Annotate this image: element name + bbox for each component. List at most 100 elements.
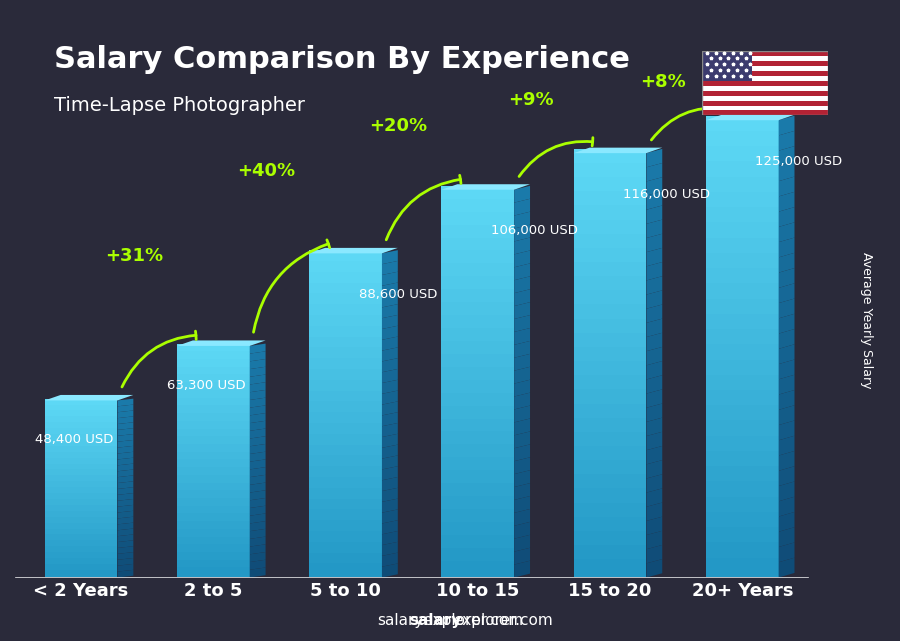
Polygon shape bbox=[249, 397, 266, 408]
Polygon shape bbox=[514, 379, 530, 397]
Bar bbox=[573, 517, 646, 535]
Polygon shape bbox=[646, 503, 662, 521]
Bar bbox=[702, 110, 828, 115]
Bar bbox=[310, 358, 382, 372]
Polygon shape bbox=[514, 431, 530, 448]
Bar bbox=[45, 564, 118, 572]
Text: +40%: +40% bbox=[238, 162, 295, 180]
Bar bbox=[177, 429, 249, 438]
Polygon shape bbox=[382, 520, 398, 535]
Bar bbox=[177, 390, 249, 400]
Bar bbox=[441, 302, 514, 319]
Bar bbox=[573, 404, 646, 422]
Bar bbox=[177, 359, 249, 369]
Text: salary: salary bbox=[410, 613, 462, 628]
Polygon shape bbox=[514, 276, 530, 293]
Bar bbox=[706, 481, 778, 501]
Bar bbox=[702, 76, 828, 81]
Bar bbox=[177, 552, 249, 562]
Bar bbox=[441, 341, 514, 358]
Bar bbox=[573, 361, 646, 379]
Bar bbox=[177, 529, 249, 539]
Bar bbox=[45, 558, 118, 566]
Polygon shape bbox=[249, 413, 266, 423]
Bar bbox=[177, 475, 249, 485]
Bar bbox=[441, 496, 514, 513]
Polygon shape bbox=[514, 496, 530, 513]
Bar bbox=[441, 470, 514, 487]
Polygon shape bbox=[382, 337, 398, 351]
Polygon shape bbox=[382, 390, 398, 404]
Bar bbox=[45, 434, 118, 442]
Bar bbox=[706, 314, 778, 333]
Bar bbox=[441, 238, 514, 254]
Bar bbox=[45, 517, 118, 524]
Polygon shape bbox=[382, 553, 398, 567]
Polygon shape bbox=[778, 420, 795, 440]
Bar bbox=[177, 420, 249, 431]
Polygon shape bbox=[382, 542, 398, 556]
Bar bbox=[706, 497, 778, 517]
Bar bbox=[706, 360, 778, 379]
Bar bbox=[702, 66, 828, 71]
Bar bbox=[310, 445, 382, 459]
Polygon shape bbox=[514, 444, 530, 461]
Polygon shape bbox=[646, 404, 662, 422]
Bar bbox=[45, 481, 118, 489]
Polygon shape bbox=[778, 466, 795, 486]
Bar bbox=[573, 545, 646, 563]
Bar bbox=[177, 537, 249, 547]
Polygon shape bbox=[646, 163, 662, 181]
Bar bbox=[441, 251, 514, 267]
Bar bbox=[573, 488, 646, 507]
Polygon shape bbox=[514, 238, 530, 254]
Text: 106,000 USD: 106,000 USD bbox=[491, 224, 578, 237]
Bar bbox=[706, 527, 778, 547]
Polygon shape bbox=[118, 522, 133, 530]
Bar bbox=[573, 262, 646, 281]
Polygon shape bbox=[249, 429, 266, 438]
Bar bbox=[310, 304, 382, 318]
Polygon shape bbox=[249, 560, 266, 570]
Polygon shape bbox=[118, 417, 133, 424]
Bar bbox=[706, 451, 778, 470]
Polygon shape bbox=[249, 359, 266, 369]
Bar bbox=[441, 186, 514, 203]
Bar bbox=[310, 434, 382, 448]
Polygon shape bbox=[646, 276, 662, 295]
Polygon shape bbox=[118, 410, 133, 418]
Polygon shape bbox=[646, 206, 662, 224]
Bar bbox=[45, 422, 118, 430]
Text: 88,600 USD: 88,600 USD bbox=[359, 288, 437, 301]
Bar bbox=[441, 379, 514, 397]
Bar bbox=[45, 410, 118, 418]
Bar bbox=[573, 474, 646, 493]
Polygon shape bbox=[646, 177, 662, 196]
Bar bbox=[573, 234, 646, 252]
Bar bbox=[310, 531, 382, 545]
Bar bbox=[573, 220, 646, 238]
Bar bbox=[441, 444, 514, 461]
Polygon shape bbox=[778, 375, 795, 395]
Polygon shape bbox=[249, 420, 266, 431]
Polygon shape bbox=[249, 537, 266, 547]
Polygon shape bbox=[778, 314, 795, 333]
Text: salaryexplorer.com: salaryexplorer.com bbox=[377, 613, 523, 628]
Polygon shape bbox=[646, 545, 662, 563]
Bar bbox=[310, 326, 382, 340]
Bar bbox=[706, 512, 778, 532]
Polygon shape bbox=[382, 423, 398, 437]
Bar bbox=[45, 463, 118, 471]
Polygon shape bbox=[778, 451, 795, 470]
Text: Average Yearly Salary: Average Yearly Salary bbox=[860, 253, 873, 388]
Bar bbox=[573, 347, 646, 365]
Bar bbox=[573, 206, 646, 224]
Bar bbox=[706, 207, 778, 227]
Polygon shape bbox=[778, 207, 795, 227]
Polygon shape bbox=[778, 177, 795, 196]
Text: +20%: +20% bbox=[369, 117, 428, 135]
Bar bbox=[310, 455, 382, 469]
Polygon shape bbox=[118, 499, 133, 506]
Bar bbox=[702, 96, 828, 101]
Polygon shape bbox=[646, 333, 662, 351]
